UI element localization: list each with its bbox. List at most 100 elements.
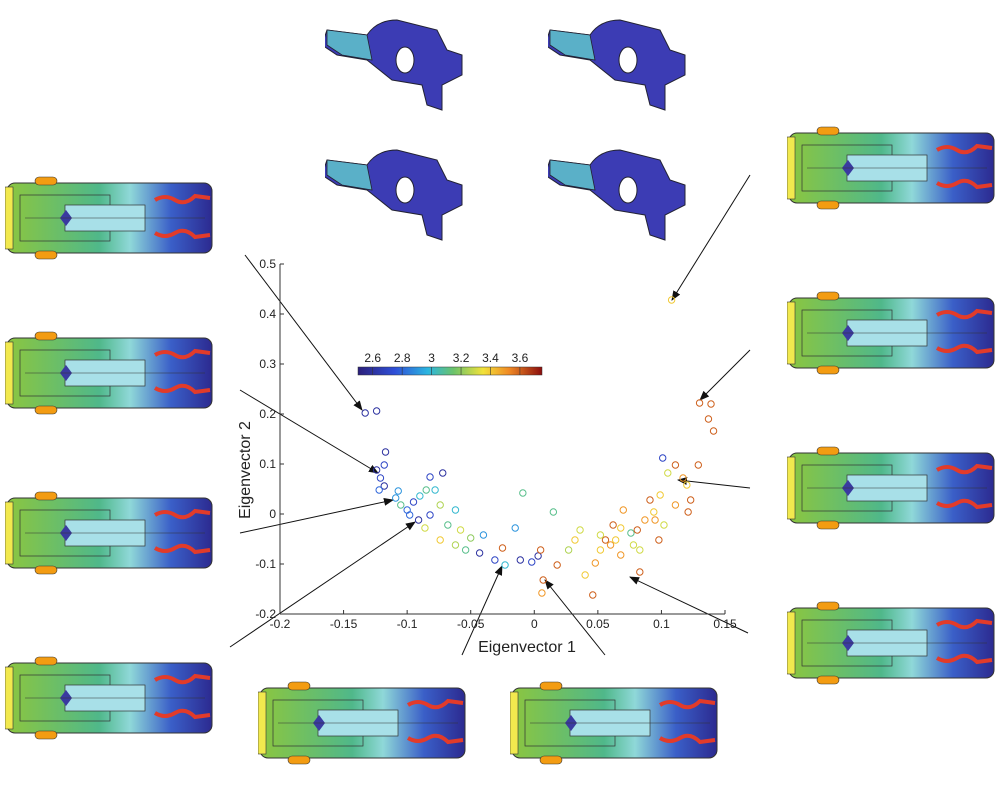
colorbar-tick-label: 2.6: [364, 351, 381, 365]
point: [671, 461, 680, 469]
point: [421, 524, 429, 532]
point: [679, 474, 687, 482]
x-tick-label: -0.15: [330, 617, 358, 631]
point: [422, 486, 430, 494]
x-axis-title: Eigenvector 1: [478, 639, 576, 656]
point: [380, 461, 388, 469]
arrow: [229, 521, 416, 648]
y-tick-label: 0.2: [259, 407, 276, 421]
x-tick-label: 0.1: [653, 617, 670, 631]
point: [660, 521, 668, 529]
point: [534, 552, 542, 560]
part-image: [325, 19, 463, 111]
arrow: [239, 389, 379, 474]
point: [456, 526, 465, 534]
x-tick-label: -0.1: [397, 617, 418, 631]
point: [601, 536, 610, 544]
colorbar-tick-label: 3.6: [512, 351, 529, 365]
y-tick-label: 0.3: [259, 357, 276, 371]
point: [709, 427, 718, 435]
y-tick-label: -0.2: [255, 607, 276, 621]
plot: Eigenvector 1 Eigenvector 2 -0.2 -0.15 -0.…: [237, 257, 737, 656]
point: [694, 461, 702, 469]
point: [511, 524, 519, 532]
car-image: [5, 175, 214, 260]
car-image: [5, 655, 214, 740]
point: [636, 568, 644, 576]
point: [451, 541, 460, 549]
car-image: [787, 290, 996, 375]
point: [444, 521, 452, 529]
colorbar-tick-label: 3: [428, 351, 435, 365]
car-image: [787, 445, 996, 530]
colorbar-tick-label: 3.4: [482, 351, 499, 365]
point: [553, 561, 561, 569]
point: [426, 511, 434, 519]
point: [659, 454, 667, 462]
arrow: [461, 565, 503, 656]
point: [501, 561, 509, 569]
x-tick-label: -0.05: [457, 617, 485, 631]
point: [609, 521, 617, 529]
point: [439, 469, 447, 477]
point: [361, 409, 369, 417]
point: [596, 531, 605, 539]
point: [619, 506, 627, 514]
point: [655, 536, 663, 544]
point: [491, 556, 499, 564]
point: [392, 494, 400, 502]
point: [671, 501, 680, 509]
point: [596, 546, 605, 554]
x-tick-label: -0.2: [270, 617, 291, 631]
part-image: [325, 149, 463, 241]
point: [528, 558, 536, 566]
x-tick-label: 0: [531, 617, 538, 631]
point: [576, 526, 584, 534]
point: [426, 473, 434, 481]
point: [686, 496, 695, 504]
arrow: [699, 349, 751, 401]
point: [380, 482, 388, 490]
point: [695, 399, 704, 407]
point: [394, 487, 402, 495]
point: [539, 576, 547, 584]
point: [591, 559, 600, 567]
x-tick-label: 0.05: [586, 617, 610, 631]
point: [641, 516, 649, 524]
point: [636, 546, 644, 554]
arrow: [671, 174, 751, 301]
point: [707, 400, 715, 408]
point: [536, 546, 545, 554]
point: [683, 481, 691, 489]
y-tick-label: -0.1: [255, 557, 276, 571]
point: [375, 486, 383, 494]
arrow: [544, 579, 606, 656]
point: [538, 589, 546, 597]
part-image: [548, 19, 686, 111]
point: [571, 536, 579, 544]
car-image: [510, 680, 719, 765]
point: [461, 546, 470, 554]
point: [381, 448, 390, 456]
arrows: [229, 174, 751, 656]
arrow: [629, 576, 749, 634]
point: [651, 516, 659, 524]
y-tick-label: 0.4: [259, 307, 276, 321]
point: [627, 529, 635, 537]
car-image: [5, 330, 214, 415]
arrow: [677, 477, 751, 489]
point: [667, 296, 676, 304]
point: [479, 531, 488, 539]
point: [549, 508, 558, 516]
point: [633, 526, 641, 534]
point: [589, 591, 597, 599]
point: [409, 498, 418, 506]
point: [664, 469, 672, 477]
colorbar: [357, 366, 543, 376]
colorbar-tick-label: 3.2: [453, 351, 470, 365]
car-image: [5, 490, 214, 575]
point: [650, 508, 658, 516]
point: [414, 516, 423, 524]
